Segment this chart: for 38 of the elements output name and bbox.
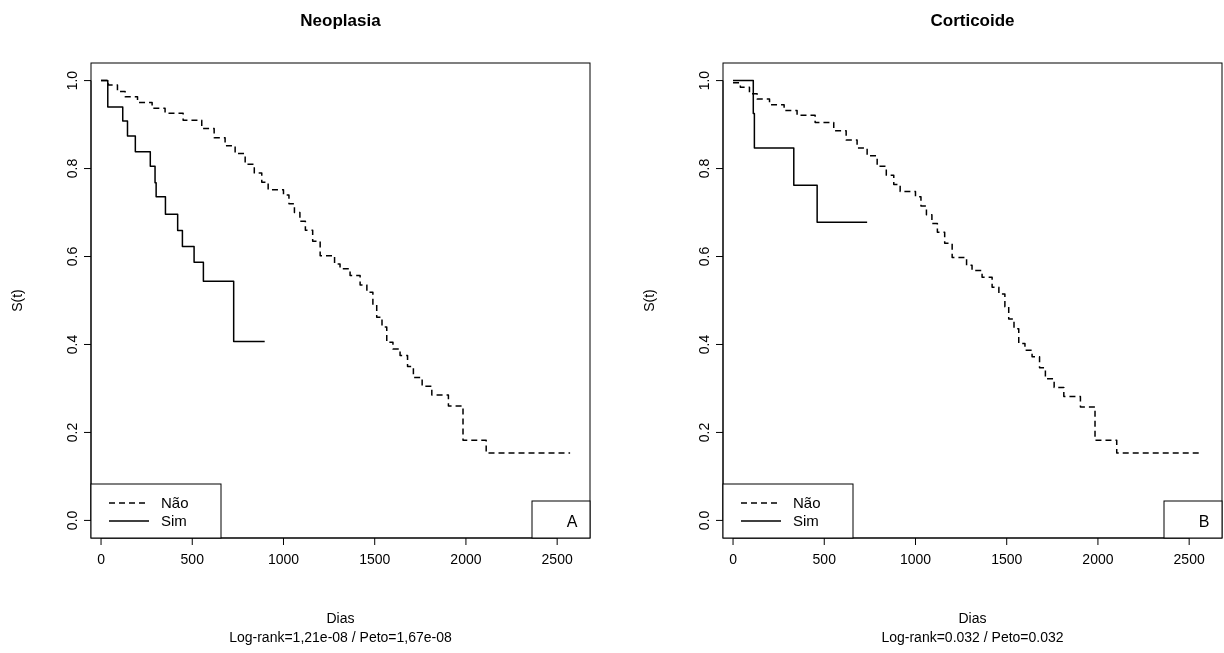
legend-label: Não bbox=[161, 494, 189, 511]
y-tick-label: 0.0 bbox=[64, 510, 80, 531]
y-tick-label: 0.6 bbox=[696, 246, 712, 267]
x-tick-label: 1000 bbox=[899, 551, 932, 567]
x-tick-label: 2000 bbox=[450, 551, 482, 567]
chart-title: Neoplasia bbox=[300, 11, 382, 30]
y-tick-label: 0.0 bbox=[696, 510, 712, 531]
y-axis-title: S(t) bbox=[641, 289, 657, 312]
y-tick-label: 0.2 bbox=[696, 422, 712, 443]
y-tick-label: 0.8 bbox=[64, 158, 80, 179]
y-tick-label: 0.6 bbox=[64, 246, 80, 267]
y-tick-label: 1.0 bbox=[64, 70, 80, 91]
x-tick-label: 2000 bbox=[1082, 551, 1114, 567]
text: Log-rank=0.032 / Peto=0.032 bbox=[881, 629, 1064, 645]
x-tick-label: 2500 bbox=[541, 551, 573, 567]
chart-title: Corticoide bbox=[930, 11, 1015, 30]
legend-label: Sim bbox=[161, 512, 187, 529]
x-tick-label: 1000 bbox=[267, 551, 300, 567]
legend-label: Não bbox=[793, 494, 821, 511]
annotation: B bbox=[1198, 513, 1210, 530]
y-tick-label: 0.4 bbox=[696, 334, 712, 355]
x-tick-label: 0 bbox=[729, 551, 738, 567]
x-axis-title: Dias bbox=[326, 610, 355, 626]
x-tick-label: 1500 bbox=[359, 551, 391, 567]
x-tick-label: 500 bbox=[180, 551, 205, 567]
y-axis-title: S(t) bbox=[9, 289, 25, 312]
x-axis-title: Dias bbox=[958, 610, 987, 626]
x-tick-label: 2500 bbox=[1173, 551, 1205, 567]
y-tick-label: 0.8 bbox=[696, 158, 712, 179]
y-tick-label: 0.2 bbox=[64, 422, 80, 443]
y-tick-label: 1.0 bbox=[696, 70, 712, 91]
x-tick-label: 0 bbox=[97, 551, 106, 567]
annotation: A bbox=[566, 513, 578, 530]
y-tick-label: 0.4 bbox=[64, 334, 80, 355]
x-tick-label: 500 bbox=[812, 551, 837, 567]
x-tick-label: 1500 bbox=[991, 551, 1023, 567]
text: Log-rank=1,21e-08 / Peto=1,67e-08 bbox=[229, 629, 453, 645]
legend-label: Sim bbox=[793, 512, 819, 529]
